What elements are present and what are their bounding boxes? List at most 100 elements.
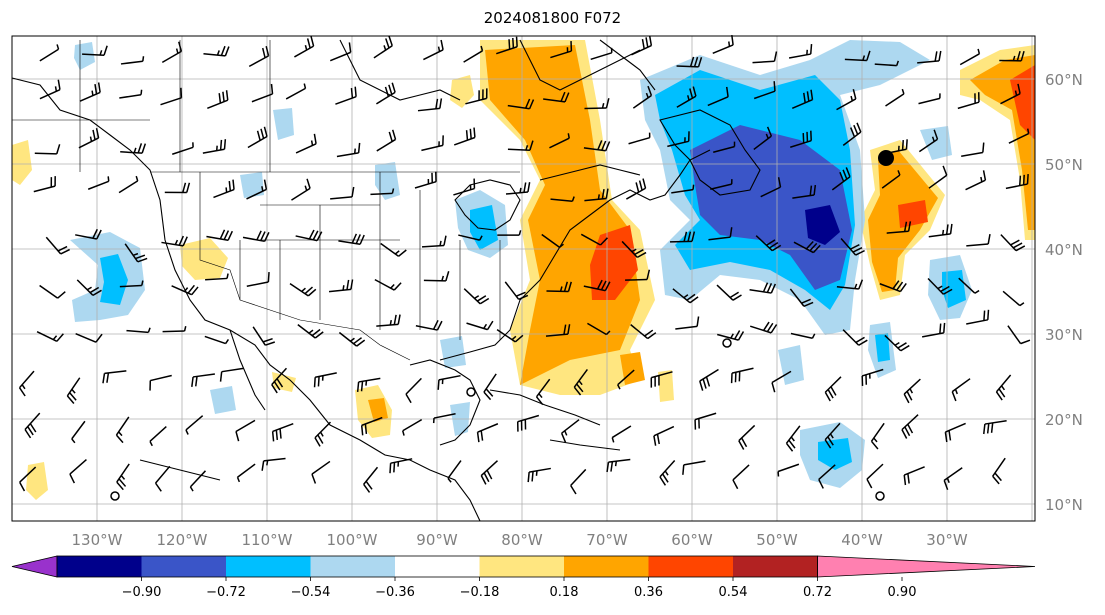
wind-barb: [120, 56, 145, 65]
wind-barb: [421, 135, 444, 152]
wind-barb: [606, 458, 631, 473]
wind-barb: [335, 86, 357, 105]
wind-barb: [374, 278, 402, 291]
wind-barb: [870, 422, 885, 450]
wind-barb: [18, 370, 35, 397]
latitude-label: 30°N: [1045, 326, 1083, 344]
wind-barb: [160, 87, 183, 106]
map-frame: [11, 35, 1036, 522]
wind-barb: [39, 44, 60, 62]
wind-barb: [119, 89, 143, 99]
colorbar-segment: [226, 556, 311, 577]
wind-barb: [453, 127, 476, 146]
wind-barb: [480, 460, 499, 485]
wind-barb: [328, 279, 354, 293]
wind-barb: [918, 129, 939, 153]
wind-barb: [866, 463, 884, 489]
wind-barb: [205, 273, 229, 281]
latitude-labels: 60°N 50°N 40°N 30°N 20°N 10°N: [1045, 71, 1083, 514]
latitude-label: 60°N: [1045, 71, 1083, 89]
latitude-label: 20°N: [1045, 411, 1083, 429]
wind-barb: [584, 98, 610, 110]
wind-barb: [423, 271, 450, 282]
wind-barb: [738, 424, 756, 450]
wind-barb: [246, 271, 270, 288]
wind-barb: [370, 188, 395, 196]
wind-barb: [507, 140, 534, 151]
longitude-label: 120°W: [157, 531, 208, 549]
longitude-label: 130°W: [72, 531, 123, 549]
wind-barb: [235, 419, 256, 442]
wind-barb: [356, 377, 381, 392]
longitude-label: 60°W: [671, 531, 713, 549]
wind-barb: [958, 277, 980, 294]
wind-barb: [944, 422, 966, 443]
wind-barb: [476, 423, 499, 443]
longitude-label: 110°W: [242, 531, 293, 549]
wind-barb: [437, 374, 461, 390]
wind-barb: [874, 60, 900, 67]
wind-barb: [789, 288, 814, 307]
negative-anomaly-shading: [70, 40, 972, 488]
wind-barb: [879, 280, 907, 293]
wind-barb: [19, 466, 37, 492]
wind-barb: [541, 233, 564, 248]
wind-barb: [550, 196, 575, 203]
wind-barb: [730, 367, 754, 384]
wind-barb: [732, 464, 750, 490]
wind-barb: [753, 126, 773, 151]
wind-barb: [951, 378, 971, 402]
wind-barb: [535, 378, 551, 406]
wind-barb: [749, 321, 778, 334]
wind-barb: [336, 142, 361, 158]
wind-barb: [102, 370, 127, 384]
wind-barb: [126, 327, 151, 334]
wind-barb: [207, 90, 229, 110]
wind-barb: [903, 378, 921, 404]
wind-barb: [314, 421, 332, 447]
wind-barb: [824, 422, 841, 449]
colorbar-tick-label: 0.72: [803, 585, 832, 600]
wind-barb: [699, 368, 719, 391]
wind-barb: [570, 468, 587, 495]
colorbar-tick-label: −0.90: [122, 585, 162, 600]
wind-barb: [423, 39, 444, 61]
wind-barb: [550, 41, 573, 59]
wind-barb: [87, 176, 110, 190]
calm-wind-marker: [722, 338, 732, 348]
latitude-label: 10°N: [1045, 496, 1083, 514]
wind-barb: [463, 288, 490, 305]
wind-barb: [928, 165, 948, 189]
wind-barb: [161, 235, 188, 247]
wind-barb: [252, 326, 276, 346]
colorbar-segment: [57, 556, 142, 577]
wind-barb: [516, 414, 540, 432]
colorbar-tick-labels: −0.90 −0.72 −0.54 −0.36 −0.18 0.18 0.36 0.54 0.7…: [122, 577, 916, 600]
wind-barb: [271, 423, 294, 442]
wind-barb: [164, 182, 191, 194]
colorbar-segment: [733, 556, 818, 577]
wind-barb: [840, 238, 865, 256]
wind-barb: [992, 457, 1006, 485]
wind-barb: [206, 229, 234, 242]
wind-barb: [844, 50, 871, 62]
wind-barb: [676, 56, 703, 68]
wind-barb: [790, 130, 812, 148]
wind-barb: [653, 425, 675, 446]
wind-barb: [995, 374, 1012, 401]
latitude-label: 40°N: [1045, 241, 1083, 259]
longitude-labels: 130°W 120°W 110°W 100°W 90°W 80°W 70°W 60°W 50°W…: [72, 531, 968, 549]
wind-barb: [650, 371, 673, 388]
wind-barb: [118, 175, 139, 194]
wind-barb: [124, 243, 148, 263]
wind-barb: [884, 334, 910, 352]
colorbar-segment: [395, 556, 480, 577]
longitude-label: 70°W: [586, 531, 628, 549]
wind-barb: [999, 50, 1025, 62]
wind-barb: [213, 179, 235, 199]
wind-barb: [69, 458, 87, 484]
wind-barb: [842, 329, 868, 346]
wind-barb: [36, 330, 64, 342]
wind-barb: [573, 369, 588, 396]
wind-barb: [1000, 234, 1026, 252]
